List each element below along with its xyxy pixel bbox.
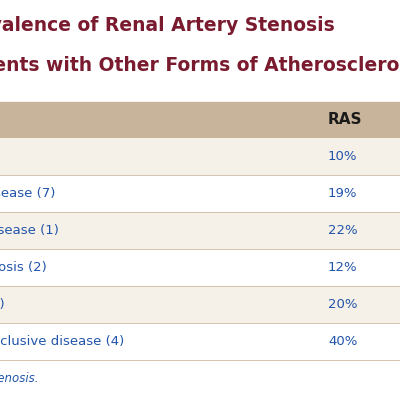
Bar [0, 102, 400, 138]
Text: Carotid artery stenosis (2): Carotid artery stenosis (2) [0, 261, 47, 274]
Text: RAS = renal artery stenosis.: RAS = renal artery stenosis. [0, 372, 38, 385]
Text: 12%: 12% [328, 261, 358, 274]
Text: 20%: 20% [328, 298, 358, 311]
Text: 19%: 19% [328, 187, 358, 200]
Bar [0, 212, 400, 249]
Text: Aortic aneurysm (5): Aortic aneurysm (5) [0, 298, 5, 311]
Text: Table 1 Prevalence of Renal Artery Stenosis: Table 1 Prevalence of Renal Artery Steno… [0, 16, 335, 35]
Text: 10%: 10% [328, 150, 358, 163]
Bar [0, 249, 400, 286]
Bar [0, 323, 400, 360]
Bar [0, 175, 400, 212]
Text: Coronary artery disease (7): Coronary artery disease (7) [0, 187, 55, 200]
Text: Cerebrovascular disease (1): Cerebrovascular disease (1) [0, 224, 59, 237]
Text: 40%: 40% [328, 335, 357, 348]
Text: 22%: 22% [328, 224, 358, 237]
Text: Among Patients with Other Forms of Atherosclerosis: Among Patients with Other Forms of Ather… [0, 56, 400, 75]
Bar [0, 138, 400, 175]
Bar [0, 286, 400, 323]
Text: RAS: RAS [328, 112, 362, 128]
Text: Lower extremity occlusive disease (4): Lower extremity occlusive disease (4) [0, 335, 124, 348]
